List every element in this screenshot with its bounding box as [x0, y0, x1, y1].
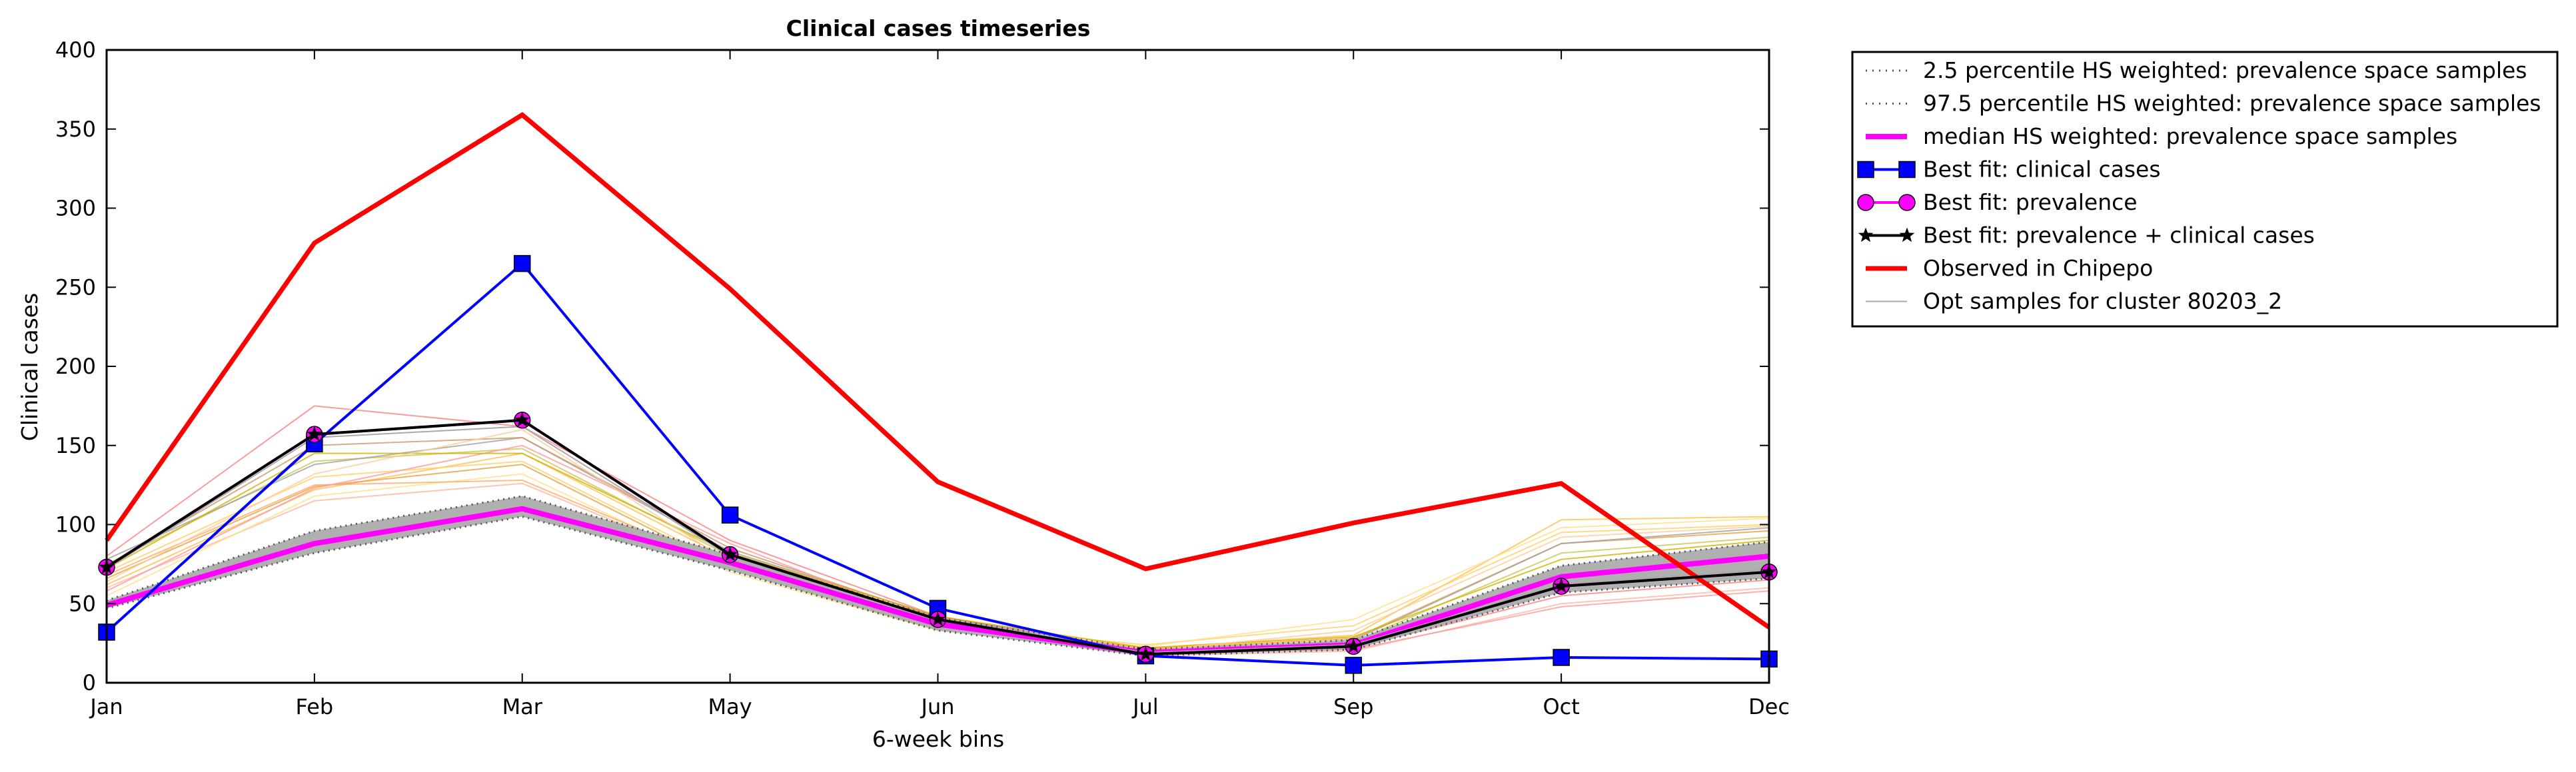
- best-fit-combined-point-3: [514, 412, 530, 427]
- y-tick-label: 100: [55, 512, 96, 538]
- legend-label: 2.5 percentile HS weighted: prevalence s…: [1923, 57, 2527, 83]
- legend-label: Best fit: prevalence: [1923, 189, 2138, 215]
- x-tick-label: Dec: [1748, 694, 1790, 719]
- best-fit-combined-point-6: [1138, 646, 1153, 661]
- y-tick-label: 350: [55, 117, 96, 142]
- legend-item-6: Best fit: prevalence + clinical cases: [1858, 222, 2315, 248]
- best-fit-combined-point-4: [722, 546, 738, 562]
- legend-marker: [1899, 227, 1915, 242]
- axes: 0 50 100 150 200 250 300 350 400 Jan Feb Mar May Jun J…: [55, 37, 1790, 719]
- legend-label: Best fit: clinical cases: [1923, 157, 2161, 183]
- legend-item-5: Best fit: prevalence: [1857, 189, 2138, 215]
- y-tick-label: 0: [83, 670, 96, 695]
- x-tick-label: Mar: [502, 694, 543, 719]
- y-tick-label: 400: [55, 37, 96, 63]
- legend-marker: [1857, 194, 1874, 211]
- legend-item-2: 97.5 percentile HS weighted: prevalence …: [1866, 91, 2541, 117]
- x-tick-label: Jul: [1131, 694, 1159, 719]
- legend-item-7: Observed in Chipepo: [1866, 255, 2153, 281]
- y-axis-title: Clinical cases: [17, 293, 43, 442]
- best-fit-combined-point-2: [307, 426, 322, 441]
- x-tick-label: Jun: [920, 694, 955, 719]
- legend-marker: [1858, 227, 1874, 242]
- x-tick-label: Feb: [296, 694, 334, 719]
- best-fit-combined-point-5: [930, 611, 946, 626]
- y-tick-label: 150: [55, 433, 96, 458]
- legend-item-3: median HS weighted: prevalence space sam…: [1866, 123, 2457, 149]
- best-fit-combined-point-7: [1345, 638, 1361, 653]
- legend-label: Best fit: prevalence + clinical cases: [1923, 222, 2315, 248]
- legend-label: Opt samples for cluster 80203_2: [1923, 288, 2282, 314]
- legend-marker: [1898, 161, 1916, 179]
- best-fit-clinical-point-4: [721, 506, 739, 524]
- legend-item-1: 2.5 percentile HS weighted: prevalence s…: [1866, 57, 2527, 83]
- x-tick-label: Oct: [1543, 694, 1579, 719]
- plot-area: [98, 112, 1778, 674]
- y-tick-label: 300: [55, 196, 96, 221]
- best-fit-combined-point-8: [1553, 578, 1569, 593]
- x-tick-label: Sep: [1333, 694, 1373, 719]
- legend-marker: [1857, 161, 1874, 179]
- legend-box: [1851, 51, 2559, 328]
- legend-label: 97.5 percentile HS weighted: prevalence …: [1923, 91, 2541, 117]
- best-fit-clinical-point-3: [514, 254, 531, 272]
- best-fit-clinical-point-7: [1345, 657, 1362, 674]
- series-line-observed: [105, 112, 1770, 629]
- x-tick-label: May: [708, 694, 752, 719]
- legend: 2.5 percentile HS weighted: prevalence s…: [1851, 51, 2559, 328]
- legend-label: median HS weighted: prevalence space sam…: [1923, 123, 2457, 149]
- legend-label: Observed in Chipepo: [1923, 255, 2153, 281]
- x-axis-title: 6-week bins: [872, 726, 1004, 752]
- legend-marker: [1898, 194, 1916, 211]
- y-tick-label: 50: [69, 591, 96, 616]
- y-tick-label: 200: [55, 354, 96, 379]
- legend-item-4: Best fit: clinical cases: [1857, 157, 2161, 183]
- best-fit-clinical-point-8: [1553, 649, 1570, 666]
- x-tick-label: Jan: [89, 694, 123, 719]
- chart-title: Clinical cases timeseries: [786, 15, 1091, 41]
- legend-item-8: Opt samples for cluster 80203_2: [1866, 288, 2282, 314]
- y-tick-label: 250: [55, 274, 96, 300]
- series-line-2-5-percentile: [106, 516, 1770, 657]
